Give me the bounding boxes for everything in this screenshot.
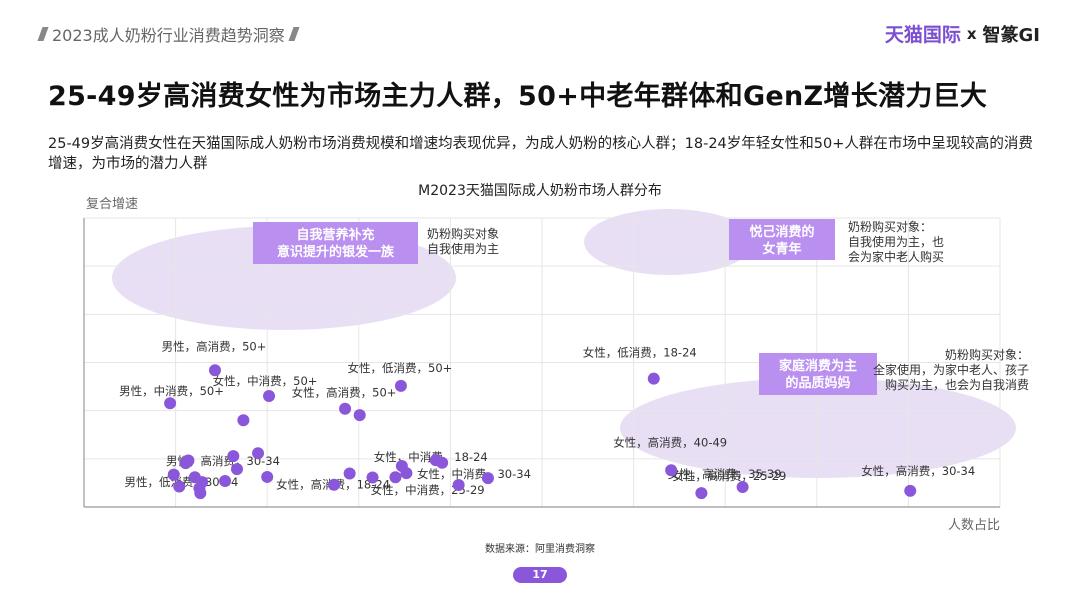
report-title: 2023成人奶粉行业消费趋势洞察 <box>52 26 285 45</box>
data-point-label: 女性，高消费，50+ <box>292 386 397 400</box>
data-point-label: 女性，中消费，25-29 <box>371 483 485 497</box>
data-point-label: 男性，中消费，50+ <box>119 384 224 398</box>
data-point <box>452 479 465 492</box>
annotation-tag-line: 女青年 <box>762 241 801 257</box>
data-point <box>394 379 407 392</box>
annotation-tag-text: 家庭消费为主的品质妈妈 <box>779 358 857 391</box>
data-point <box>665 464 678 477</box>
annotation-note-line: 奶粉购买对象 <box>427 226 499 241</box>
page-number: 17 <box>513 567 567 583</box>
data-point <box>389 471 402 484</box>
data-point <box>429 454 442 467</box>
annotation-note-line: 全家使用，为家中老人、孩子 <box>873 362 1029 377</box>
report-header: 2023成人奶粉行业消费趋势洞察 <box>37 22 300 46</box>
data-point <box>339 402 352 415</box>
annotation-note: 奶粉购买对象自我使用为主 <box>427 226 499 256</box>
data-point <box>481 472 494 485</box>
page-headline: 25-49岁高消费女性为市场主力人群，50+中老年群体和GenZ增长潜力巨大 <box>48 81 988 112</box>
annotation-note-line: 奶粉购买对象： <box>945 347 1029 362</box>
data-point <box>227 450 240 463</box>
annotation-note: 奶粉购买对象：全家使用，为家中老人、孩子购买为主，也会为自我消费 <box>873 347 1029 392</box>
data-point <box>366 471 379 484</box>
data-point <box>353 409 366 422</box>
brand-logo: 天猫国际 x 智篆GI <box>885 20 1040 47</box>
data-point <box>263 390 276 403</box>
data-point-label: 女性，低消费，18-24 <box>583 346 697 360</box>
annotation-tag-bg <box>729 219 835 260</box>
data-point-label: 女性，高消费，35-39 <box>668 467 782 481</box>
annotation-tag-line: 悦己消费的 <box>749 224 814 240</box>
y-axis-label: 复合增速 <box>86 197 138 212</box>
data-point-label: 女性，低消费，50+ <box>348 361 453 375</box>
annotation-note: 奶粉购买对象：自我使用为主，也会为家中老人购买 <box>848 219 944 264</box>
annotation-tag-bg <box>253 222 418 264</box>
cluster-ellipse-3 <box>620 378 1016 478</box>
brand-x-mark: x <box>966 24 977 43</box>
data-point-label: 女性，中消费，50+ <box>213 374 318 388</box>
data-point <box>208 364 221 377</box>
annotation-tag-line: 家庭消费为主 <box>779 358 857 374</box>
data-point <box>179 457 192 470</box>
data-point <box>695 487 708 500</box>
annotation-note-line: 自我使用为主 <box>427 241 499 256</box>
data-point-label: 男性，高消费，30-34 <box>166 454 280 468</box>
annotation-note-line: 购买为主，也会为自我消费 <box>885 377 1029 392</box>
annotation-tag-line: 的品质妈妈 <box>785 375 850 391</box>
data-point-label: 女性，高消费，30-34 <box>861 464 975 478</box>
data-point <box>328 478 341 491</box>
data-point <box>173 480 186 493</box>
data-point <box>167 468 180 481</box>
data-point <box>647 372 660 385</box>
page-description: 25-49岁高消费女性在天猫国际成人奶粉市场消费规模和增速均表现优异，为成人奶粉… <box>48 136 1033 172</box>
annotation-tag-text: 自我营养补充意识提升的银发一族 <box>277 227 395 260</box>
data-point-label: 女性，中消费，30-34 <box>417 467 531 481</box>
data-point <box>219 474 232 487</box>
cluster-ellipse-2 <box>584 209 754 275</box>
data-point <box>400 467 413 480</box>
x-axis-label: 人数占比 <box>948 518 1000 533</box>
annotation-tag-bg <box>759 353 877 395</box>
data-point <box>194 487 207 500</box>
data-point <box>252 447 265 460</box>
data-source: 数据来源：阿里消费洞察 <box>485 542 595 555</box>
annotation-note-line: 会为家中老人购买 <box>848 249 944 264</box>
annotation-note-line: 奶粉购买对象： <box>848 219 932 234</box>
brand-tmall-logo: 天猫国际 <box>884 24 961 46</box>
data-point <box>230 463 243 476</box>
data-point <box>237 414 250 427</box>
chart-title: M2023天猫国际成人奶粉市场人群分布 <box>418 182 662 199</box>
data-point-label: 女性，高消费，25-29 <box>672 469 786 483</box>
annotation-note-line: 自我使用为主，也 <box>848 234 944 249</box>
annotation-tag-line: 意识提升的银发一族 <box>277 244 395 260</box>
brand-gi-logo: 智篆GI <box>982 24 1040 46</box>
data-point <box>904 484 917 497</box>
annotation-tag-line: 自我营养补充 <box>296 227 374 243</box>
annotation-tag-text: 悦己消费的女青年 <box>749 224 814 257</box>
data-point-label: 男性，高消费，50+ <box>162 339 267 353</box>
data-point <box>343 467 356 480</box>
data-point <box>261 470 274 483</box>
data-point <box>736 481 749 494</box>
data-point <box>164 397 177 410</box>
data-point-label: 女性，高消费，40-49 <box>613 435 727 449</box>
